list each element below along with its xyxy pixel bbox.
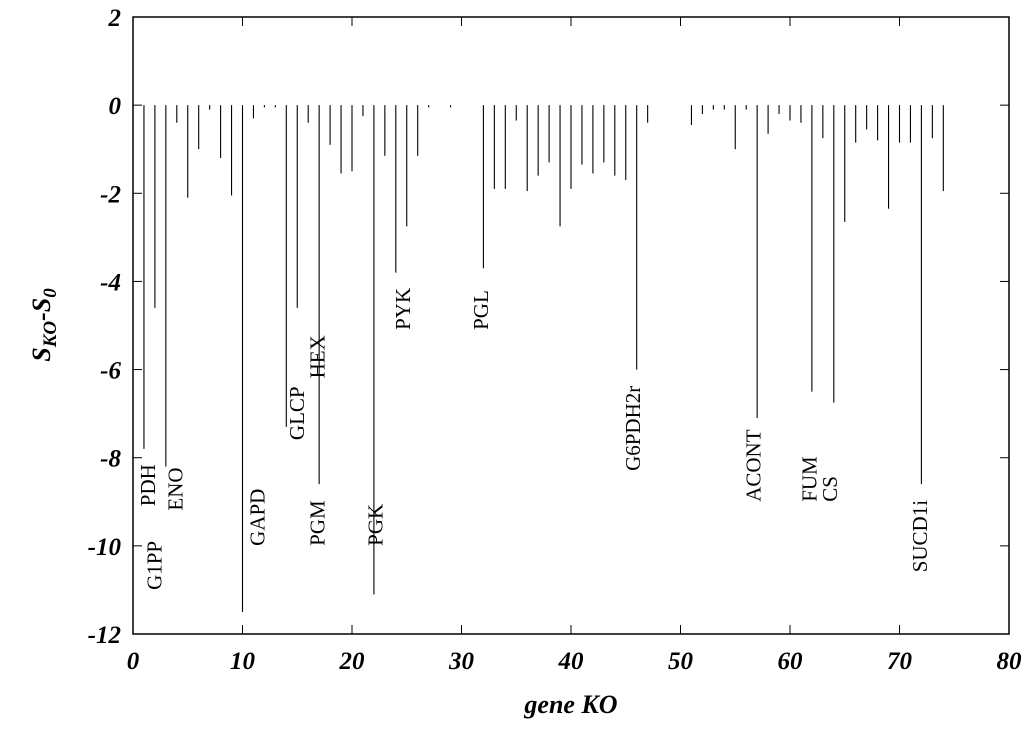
bar-label: GAPD bbox=[245, 489, 269, 546]
x-tick-label: 50 bbox=[668, 648, 694, 675]
x-axis: 0 10 20 30 40 50 60 70 80 bbox=[127, 17, 1022, 675]
x-tick-label: 10 bbox=[230, 648, 256, 675]
bars bbox=[143, 105, 944, 612]
x-tick-label: 20 bbox=[339, 648, 366, 675]
y-tick-label: -10 bbox=[88, 534, 122, 561]
x-tick-label: 30 bbox=[448, 648, 475, 675]
bar-label: PGM bbox=[306, 500, 330, 546]
x-tick-label: 0 bbox=[127, 648, 140, 675]
x-axis-title: gene KO bbox=[523, 690, 617, 719]
x-tick-label: 60 bbox=[778, 648, 804, 675]
bar-label: PGL bbox=[469, 290, 493, 330]
bar-label: ENO bbox=[163, 467, 187, 510]
y-tick-label: -2 bbox=[100, 181, 121, 208]
y-tick-label: -6 bbox=[100, 358, 121, 385]
y-tick-label: -4 bbox=[100, 269, 121, 296]
bar-label: PGK bbox=[364, 504, 388, 546]
y-tick-label: -12 bbox=[88, 622, 121, 649]
bar-label: CS bbox=[818, 476, 842, 502]
bar-labels: PDH G1PP ENO GAPD GLCP HEX PGM PYK PGK PGL G6PDH2r… bbox=[136, 288, 932, 590]
y-tick-label: 0 bbox=[109, 93, 122, 120]
x-tick-label: 40 bbox=[558, 648, 585, 675]
y-tick-label: 2 bbox=[108, 5, 122, 32]
bar-label: FUM bbox=[797, 456, 821, 502]
bar-label: G1PP bbox=[142, 541, 166, 590]
y-axis-title: SKO-S0 bbox=[27, 288, 61, 362]
bar-label: HEX bbox=[306, 335, 330, 378]
bar-label: SUCD1i bbox=[908, 500, 932, 573]
bar-label: PDH bbox=[136, 464, 160, 506]
bar-label: GLCP bbox=[285, 386, 309, 440]
y-tick-label: -8 bbox=[100, 446, 121, 473]
y-axis: 2 0 -2 -4 -6 -8 -10 -12 bbox=[88, 5, 1009, 649]
bar-label: ACONT bbox=[741, 429, 765, 502]
x-tick-label: 80 bbox=[997, 648, 1023, 675]
bar-label: G6PDH2r bbox=[621, 386, 645, 471]
bar-label: PYK bbox=[391, 288, 415, 330]
x-tick-label: 70 bbox=[887, 648, 913, 675]
